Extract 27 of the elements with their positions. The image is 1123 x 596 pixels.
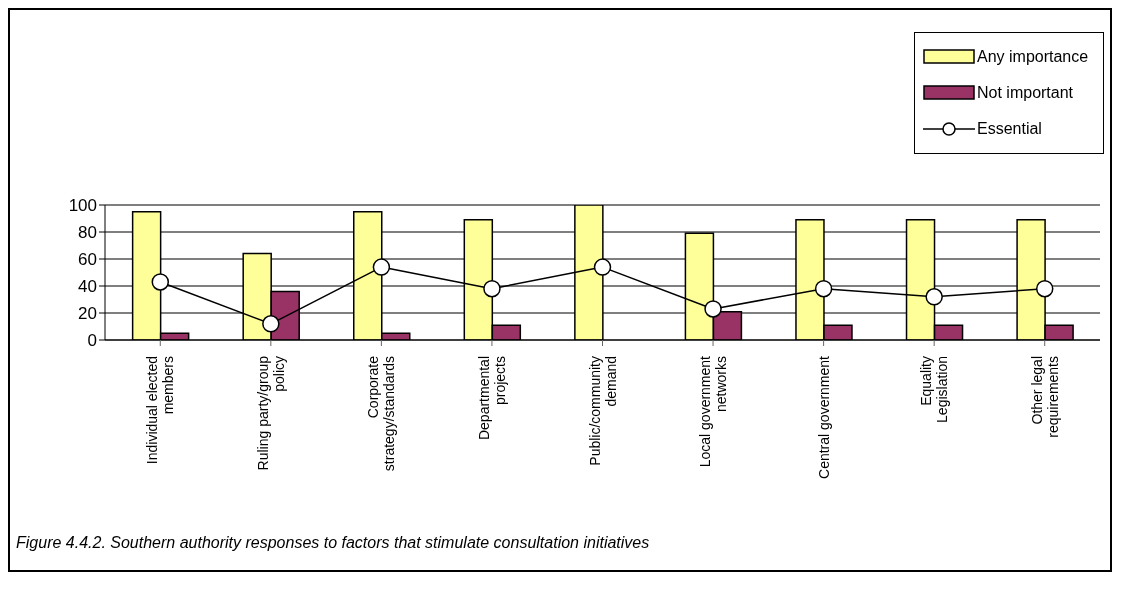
- x-tick-label: Local government networks: [697, 355, 730, 468]
- point: [262, 315, 280, 333]
- point: [372, 258, 391, 276]
- point: [151, 273, 170, 291]
- y-tick-label: 20: [78, 304, 97, 324]
- x-tick-label: Ruling party/group policy: [254, 355, 287, 471]
- point: [704, 300, 722, 318]
- point: [593, 258, 612, 276]
- y-tick-label: 40: [78, 277, 97, 297]
- legend-label: Essential: [977, 120, 1042, 138]
- point: [925, 288, 943, 306]
- point: [1035, 279, 1054, 298]
- x-tick-label: Central government: [815, 355, 832, 479]
- legend-label: Not important: [977, 84, 1074, 102]
- point: [483, 279, 501, 298]
- y-tick-label: 100: [68, 196, 97, 216]
- y-tick-label: 80: [78, 223, 97, 243]
- y-tick-label: 60: [78, 250, 97, 270]
- x-tick-label: Other legal requirements: [1028, 356, 1061, 438]
- caption: Figure 4.4.2. Southern authority responses to factors that stimulate consultation initiatives: [16, 534, 650, 552]
- x-tick-label: Individual elected members: [144, 356, 177, 465]
- x-tick-label: Public/community demand: [586, 356, 619, 466]
- legend-label: Any importance: [977, 48, 1089, 66]
- x-tick-label: Departmental projects: [475, 356, 508, 441]
- point: [814, 279, 833, 298]
- x-tick-label: Equality Legislation: [918, 356, 951, 423]
- y-tick-label: 0: [87, 331, 97, 351]
